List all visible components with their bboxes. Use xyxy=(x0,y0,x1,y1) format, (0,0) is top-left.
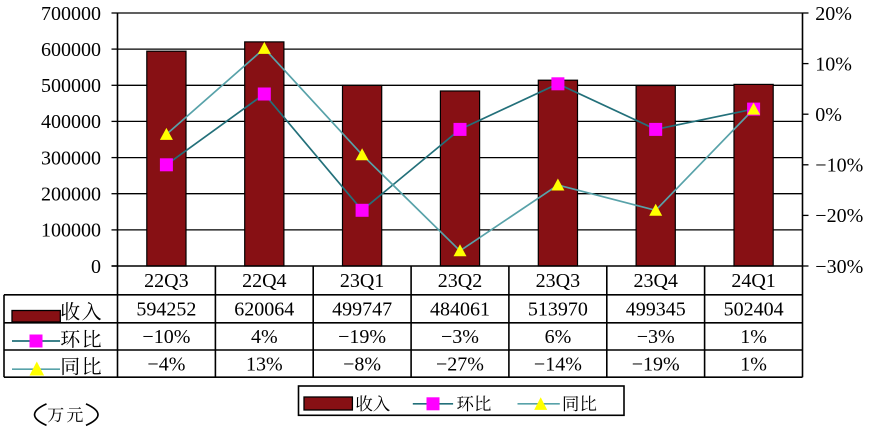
svg-text:23Q1: 23Q1 xyxy=(340,270,384,292)
svg-text:−3%: −3% xyxy=(637,326,675,348)
svg-text:23Q2: 23Q2 xyxy=(438,270,482,292)
svg-text:−20%: −20% xyxy=(815,205,863,227)
svg-text:200000: 200000 xyxy=(41,184,101,206)
svg-text:620064: 620064 xyxy=(234,299,294,321)
svg-text:100000: 100000 xyxy=(41,220,101,242)
svg-text:23Q4: 23Q4 xyxy=(633,270,677,292)
svg-text:0%: 0% xyxy=(815,104,842,126)
svg-text:23Q3: 23Q3 xyxy=(536,270,580,292)
svg-text:22Q3: 22Q3 xyxy=(144,270,188,292)
svg-text:24Q1: 24Q1 xyxy=(731,270,775,292)
svg-text:1%: 1% xyxy=(740,353,767,375)
svg-text:6%: 6% xyxy=(545,326,572,348)
svg-text:499747: 499747 xyxy=(332,299,392,321)
svg-text:−30%: −30% xyxy=(815,256,863,278)
svg-text:−27%: −27% xyxy=(436,353,484,375)
svg-text:10%: 10% xyxy=(815,53,852,75)
svg-text:−14%: −14% xyxy=(534,353,582,375)
svg-text:20%: 20% xyxy=(815,3,852,25)
svg-text:594252: 594252 xyxy=(136,299,196,321)
svg-text:1%: 1% xyxy=(740,326,767,348)
svg-text:484061: 484061 xyxy=(430,299,490,321)
svg-text:−8%: −8% xyxy=(343,353,381,375)
svg-text:600000: 600000 xyxy=(41,39,101,61)
svg-text:300000: 300000 xyxy=(41,147,101,169)
svg-text:700000: 700000 xyxy=(41,3,101,25)
svg-text:−3%: −3% xyxy=(441,326,479,348)
svg-text:513970: 513970 xyxy=(528,299,588,321)
svg-text:−10%: −10% xyxy=(815,155,863,177)
svg-text:−4%: −4% xyxy=(147,353,185,375)
svg-text:−19%: −19% xyxy=(338,326,386,348)
svg-text:502404: 502404 xyxy=(724,299,784,321)
svg-text:0: 0 xyxy=(91,256,101,278)
svg-text:−19%: −19% xyxy=(632,353,680,375)
svg-text:500000: 500000 xyxy=(41,75,101,97)
svg-text:400000: 400000 xyxy=(41,111,101,133)
svg-text:22Q4: 22Q4 xyxy=(242,270,286,292)
svg-text:13%: 13% xyxy=(246,353,283,375)
svg-text:499345: 499345 xyxy=(626,299,686,321)
svg-text:4%: 4% xyxy=(251,326,278,348)
svg-text:−10%: −10% xyxy=(142,326,190,348)
